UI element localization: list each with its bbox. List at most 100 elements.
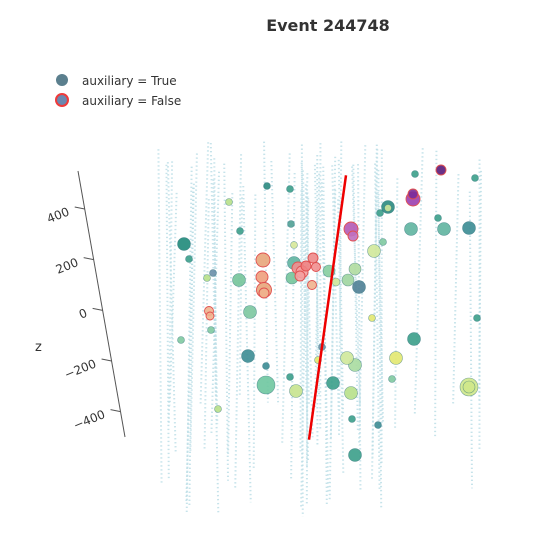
hit-auxiliary-true[interactable] [243,305,257,319]
hit-auxiliary-true[interactable] [367,244,381,258]
hit-auxiliary-true[interactable] [287,220,295,228]
hit-auxiliary-false[interactable] [307,280,317,290]
hit-auxiliary-true[interactable] [326,376,340,390]
detector-string [213,158,217,399]
hit-auxiliary-true[interactable] [214,405,222,413]
hit-auxiliary-true[interactable] [434,214,442,222]
hit-auxiliary-true[interactable] [471,174,479,182]
hit-auxiliary-true[interactable] [389,351,403,365]
hit-auxiliary-true[interactable] [241,349,255,363]
hit-auxiliary-true[interactable] [462,221,476,235]
hit-auxiliary-true[interactable] [352,280,366,294]
detector-string [370,149,379,480]
detector-string [452,174,460,406]
hit-auxiliary-true[interactable] [256,375,276,395]
z-tick-mark [74,206,85,210]
detector-string [352,164,359,431]
detector-string [338,141,343,436]
legend-label-aux-true: auxiliary = True [82,74,177,88]
legend-item-aux-true[interactable]: auxiliary = True [56,74,177,88]
detector-string [305,198,310,506]
hit-auxiliary-true[interactable] [203,274,211,282]
hit-auxiliary-true[interactable] [368,314,376,322]
hit-auxiliary-true[interactable] [331,277,341,287]
hit-auxiliary-true[interactable] [348,262,362,276]
detector-string [227,193,234,454]
hit-auxiliary-true[interactable] [407,332,421,346]
hit-auxiliary-true[interactable] [290,241,298,249]
hit-auxiliary-true[interactable] [236,227,244,235]
detector-string [157,149,163,484]
detector-string [199,142,210,406]
hit-auxiliary-false[interactable] [407,188,419,200]
hit-auxiliary-true[interactable] [177,237,191,251]
legend[interactable]: auxiliary = True auxiliary = False [55,74,181,108]
hit-auxiliary-false[interactable] [300,260,312,272]
hit-auxiliary-true[interactable] [232,273,246,287]
hit-auxiliary-false[interactable] [255,252,271,268]
detector-string [376,192,385,424]
hit-auxiliary-true[interactable] [262,362,270,370]
detector-string [166,162,177,454]
hit-auxiliary-true[interactable] [289,384,303,398]
hit-auxiliary-true[interactable] [388,375,396,383]
legend-item-aux-false[interactable]: auxiliary = False [55,93,181,108]
z-tick-mark [101,358,112,362]
detector-string [242,185,252,503]
hit-auxiliary-true[interactable] [344,386,358,400]
hit-auxiliary-true[interactable] [286,373,294,381]
hit-auxiliary-true[interactable] [379,238,387,246]
hit-auxiliary-true[interactable] [374,421,382,429]
detector-string [252,194,257,470]
detector-string [281,153,291,444]
z-tick-mark [92,307,103,311]
detector-string [413,148,424,416]
hit-auxiliary-true[interactable] [462,380,476,394]
detector-string [270,160,280,405]
hit-auxiliary-true[interactable] [340,351,354,365]
detector-string [468,191,474,489]
detector-string [357,164,362,490]
z-axis: −400 −200 0 200 400 z [35,170,126,438]
hit-auxiliary-true[interactable] [404,222,418,236]
z-tick-label: 200 [54,255,80,277]
hit-auxiliary-false[interactable] [347,230,359,242]
hit-auxiliary-true[interactable] [263,182,271,190]
hit-auxiliary-true[interactable] [348,448,362,462]
hit-auxiliary-true[interactable] [376,209,384,217]
hit-auxiliary-true[interactable] [177,336,185,344]
hit-auxiliary-false[interactable] [311,262,321,272]
detector-string [337,199,345,475]
hit-auxiliary-true[interactable] [473,314,481,322]
detector-string [434,150,438,439]
hit-auxiliary-true[interactable] [411,170,419,178]
hit-auxiliary-false[interactable] [294,270,306,282]
detector-string [203,199,210,451]
hit-auxiliary-false[interactable] [435,164,447,176]
detector-string [478,170,483,400]
z-axis-title: z [35,340,42,355]
track-line [307,175,348,440]
detector-string [189,153,198,452]
hit-auxiliary-true[interactable] [225,198,233,206]
hit-auxiliary-false[interactable] [307,252,319,264]
detector-string [301,170,310,405]
detector-string [212,179,219,425]
hit-auxiliary-false[interactable] [258,287,270,299]
hits-layer [177,164,481,462]
hit-auxiliary-true[interactable] [209,269,217,277]
hit-auxiliary-true[interactable] [341,273,355,287]
hit-auxiliary-true[interactable] [348,415,356,423]
z-tick-label: −400 [71,407,107,432]
hit-auxiliary-false[interactable] [255,270,269,284]
detector-string [329,156,337,439]
z-tick-label: 400 [45,205,71,227]
detector-string [322,166,328,506]
hit-auxiliary-true[interactable] [437,222,451,236]
hit-auxiliary-true[interactable] [286,185,294,193]
hit-auxiliary-true[interactable] [185,255,193,263]
hit-auxiliary-true[interactable] [207,326,215,334]
hit-auxiliary-false[interactable] [205,311,215,321]
hit-auxiliary-true[interactable] [384,204,392,212]
